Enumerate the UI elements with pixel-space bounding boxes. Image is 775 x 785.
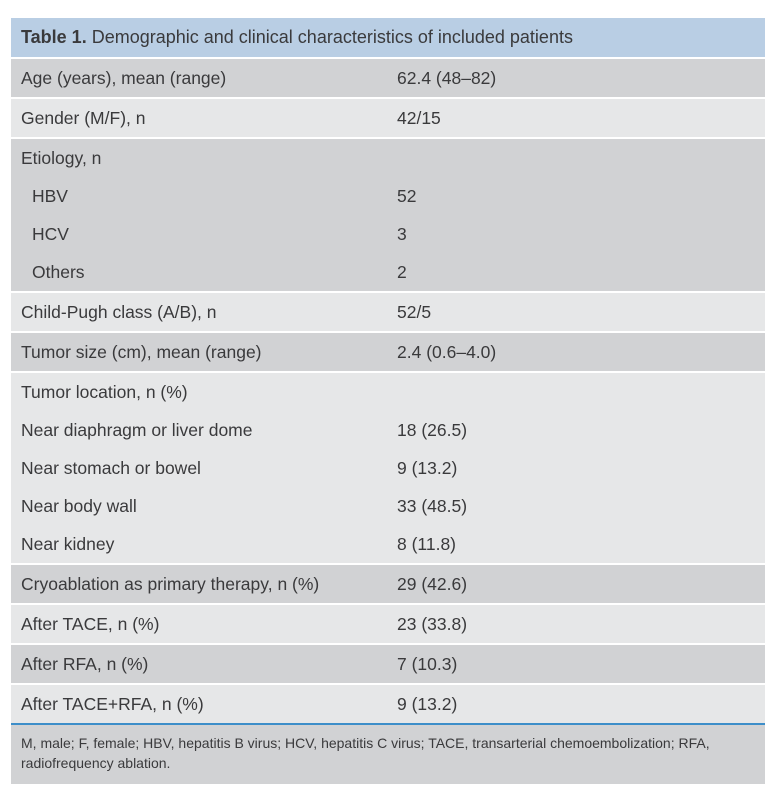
table-caption: Demographic and clinical characteristics… bbox=[86, 27, 573, 47]
row-label: After RFA, n (%) bbox=[21, 654, 149, 674]
table-row: Others 2 bbox=[11, 253, 765, 291]
table-1: Table 1. Demographic and clinical charac… bbox=[11, 18, 765, 785]
table-row: Gender (M/F), n 42/15 bbox=[11, 99, 765, 137]
table-row: After TACE+RFA, n (%) 9 (13.2) bbox=[11, 685, 765, 723]
row-group-tumor-location: Tumor location, n (%) Near diaphragm or … bbox=[11, 373, 765, 563]
table-row: Near stomach or bowel 9 (13.2) bbox=[11, 449, 765, 487]
row-value: 23 (33.8) bbox=[397, 614, 468, 634]
row-group-tumor-size: Tumor size (cm), mean (range) 2.4 (0.6–4… bbox=[11, 333, 765, 371]
table-row: Age (years), mean (range) 62.4 (48–82) bbox=[11, 59, 765, 97]
row-label: Gender (M/F), n bbox=[21, 108, 146, 128]
table-row: Near body wall 33 (48.5) bbox=[11, 487, 765, 525]
row-label: Near body wall bbox=[21, 496, 137, 516]
table-row: After TACE, n (%) 23 (33.8) bbox=[11, 605, 765, 643]
table-row: HCV 3 bbox=[11, 215, 765, 253]
row-value: 9 (13.2) bbox=[397, 458, 458, 478]
row-group-gender: Gender (M/F), n 42/15 bbox=[11, 99, 765, 137]
row-label: Others bbox=[32, 262, 85, 282]
row-label: Near diaphragm or liver dome bbox=[21, 420, 253, 440]
row-label: Near stomach or bowel bbox=[21, 458, 201, 478]
row-value: 7 (10.3) bbox=[397, 654, 458, 674]
row-label: Etiology, n bbox=[21, 148, 102, 168]
row-value: 8 (11.8) bbox=[397, 534, 457, 554]
row-label: After TACE+RFA, n (%) bbox=[21, 694, 204, 714]
table-row: Cryoablation as primary therapy, n (%) 2… bbox=[11, 565, 765, 603]
table-number-label: Table 1. bbox=[21, 27, 87, 47]
row-group-child-pugh: Child-Pugh class (A/B), n 52/5 bbox=[11, 293, 765, 331]
row-value: 29 (42.6) bbox=[397, 574, 468, 594]
row-label: After TACE, n (%) bbox=[21, 614, 160, 634]
table-footnote: M, male; F, female; HBV, hepatitis B vir… bbox=[11, 725, 765, 785]
row-value: 2 bbox=[397, 262, 407, 282]
row-label: Cryoablation as primary therapy, n (%) bbox=[21, 574, 320, 594]
row-group-cryoablation: Cryoablation as primary therapy, n (%) 2… bbox=[11, 565, 765, 603]
row-label: HCV bbox=[32, 224, 69, 244]
table-row: HBV 52 bbox=[11, 177, 765, 215]
row-value: 62.4 (48–82) bbox=[397, 68, 497, 88]
row-group-after-tace-rfa: After TACE+RFA, n (%) 9 (13.2) bbox=[11, 685, 765, 723]
row-value: 42/15 bbox=[397, 108, 441, 128]
row-group-after-tace: After TACE, n (%) 23 (33.8) bbox=[11, 605, 765, 643]
table-row: Etiology, n bbox=[11, 139, 765, 177]
row-value: 52/5 bbox=[397, 302, 432, 322]
row-value: 9 (13.2) bbox=[397, 694, 458, 714]
row-label: Age (years), mean (range) bbox=[21, 68, 227, 88]
table-row: Tumor location, n (%) bbox=[11, 373, 765, 411]
row-label: Near kidney bbox=[21, 534, 115, 554]
row-group-after-rfa: After RFA, n (%) 7 (10.3) bbox=[11, 645, 765, 683]
row-value: 52 bbox=[397, 186, 417, 206]
row-value: 3 bbox=[397, 224, 407, 244]
row-group-etiology: Etiology, n HBV 52 HCV 3 Others 2 bbox=[11, 139, 765, 291]
row-value: 18 (26.5) bbox=[397, 420, 468, 440]
row-value: 2.4 (0.6–4.0) bbox=[397, 342, 497, 362]
table-title-bar: Table 1. Demographic and clinical charac… bbox=[11, 18, 765, 57]
row-label: Tumor size (cm), mean (range) bbox=[21, 342, 262, 362]
table-row: Child-Pugh class (A/B), n 52/5 bbox=[11, 293, 765, 331]
table-row: Near diaphragm or liver dome 18 (26.5) bbox=[11, 411, 765, 449]
table-row: After RFA, n (%) 7 (10.3) bbox=[11, 645, 765, 683]
footnote-divider bbox=[11, 723, 765, 725]
row-label: HBV bbox=[32, 186, 68, 206]
table-row: Tumor size (cm), mean (range) 2.4 (0.6–4… bbox=[11, 333, 765, 371]
row-label: Tumor location, n (%) bbox=[21, 382, 188, 402]
table-row: Near kidney 8 (11.8) bbox=[11, 525, 765, 563]
row-value: 33 (48.5) bbox=[397, 496, 468, 516]
row-group-age: Age (years), mean (range) 62.4 (48–82) bbox=[11, 59, 765, 97]
row-label: Child-Pugh class (A/B), n bbox=[21, 302, 217, 322]
